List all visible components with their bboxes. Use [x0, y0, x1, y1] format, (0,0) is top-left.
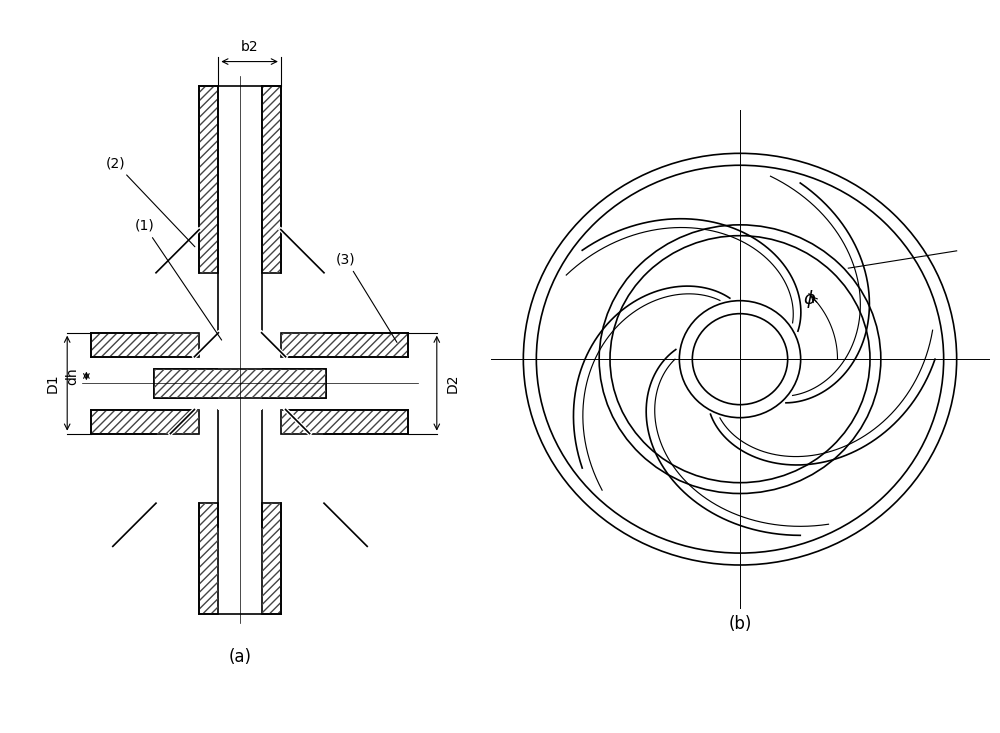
Bar	[262, 86, 281, 273]
Bar	[199, 86, 218, 273]
Text: D2: D2	[445, 373, 459, 393]
Bar	[154, 369, 326, 397]
Bar	[199, 86, 218, 273]
Bar	[154, 369, 326, 397]
Text: (a): (a)	[228, 648, 252, 666]
Bar	[262, 503, 281, 614]
Text: (b): (b)	[728, 614, 752, 633]
Text: (2): (2)	[106, 156, 195, 247]
Bar	[91, 410, 199, 434]
Bar	[199, 503, 218, 614]
Bar	[154, 369, 326, 397]
Bar	[281, 410, 408, 434]
Bar	[199, 503, 218, 614]
Bar	[262, 503, 281, 614]
FancyBboxPatch shape	[91, 333, 199, 357]
Text: b2: b2	[241, 40, 258, 54]
Text: (1): (1)	[134, 218, 222, 340]
Bar	[281, 333, 408, 357]
Text: (3): (3)	[336, 252, 397, 342]
Text: dh: dh	[65, 367, 79, 385]
Bar	[154, 369, 326, 397]
Bar	[262, 86, 281, 273]
Bar	[281, 410, 408, 434]
Bar	[154, 369, 326, 397]
Bar	[218, 357, 262, 410]
Bar	[281, 333, 408, 357]
Text: D1: D1	[46, 373, 60, 393]
Text: ϕ: ϕ	[803, 290, 815, 308]
Bar	[91, 410, 199, 434]
